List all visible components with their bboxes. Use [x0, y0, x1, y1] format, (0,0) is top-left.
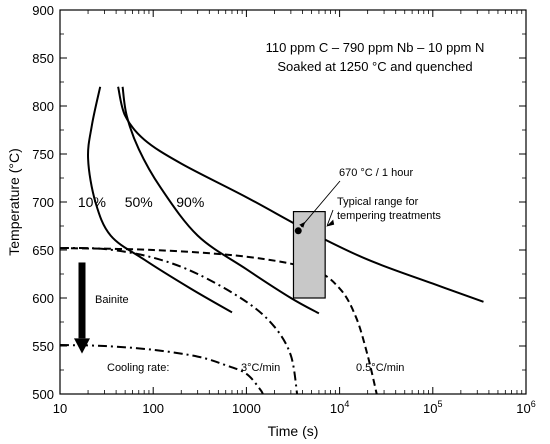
y-tick-label: 600	[32, 291, 54, 306]
y-tick-label: 650	[32, 243, 54, 258]
y-tick-label: 750	[32, 147, 54, 162]
bainite-label: Bainite	[95, 294, 129, 306]
y-tick-label: 500	[32, 387, 54, 402]
marker-leader-arrowhead	[299, 221, 306, 228]
y-axis-title: Temperature (°C)	[6, 148, 22, 256]
x-tick-label: 104	[330, 399, 349, 416]
x-tick-label: 10	[53, 401, 67, 416]
x-tick-labels: 10 100 1000 104 105 106	[53, 399, 536, 416]
rate-05-label: 0.5°C/min	[356, 362, 404, 374]
x-tick-label: 1000	[232, 401, 261, 416]
curve-label: 90%	[176, 194, 204, 210]
marker-label: 670 °C / 1 hour	[339, 167, 413, 179]
x-tick-label: 100	[142, 401, 164, 416]
axis-ticks	[59, 9, 527, 395]
y-tick-label: 550	[32, 339, 54, 354]
typical-range-label-line-1: Typical range for	[337, 196, 419, 208]
y-tick-labels: 500 550 600 650 700 750 800 850 900	[32, 3, 54, 402]
series-line-10	[87, 86, 233, 314]
x-axis-title: Time (s)	[268, 423, 319, 439]
series-line-90	[117, 86, 484, 303]
tempering-range-box	[292, 211, 326, 299]
y-tick-label: 850	[32, 51, 54, 66]
curve-label: 10%	[78, 194, 106, 210]
range-leader-line	[326, 209, 334, 226]
y-tick-label: 700	[32, 195, 54, 210]
curve-label: 50%	[125, 194, 153, 210]
x-tick-label: 106	[516, 399, 535, 416]
chart-title-line-2: Soaked at 1250 °C and quenched	[277, 59, 472, 74]
bainite-arrow-shaft	[78, 262, 86, 339]
marker-leader-line	[300, 180, 341, 228]
x-tick-label: 105	[423, 399, 442, 416]
series-line-bainite	[59, 344, 264, 395]
bainite-arrow-head	[74, 338, 90, 354]
chart-title-line-1: 110 ppm C – 790 ppm Nb – 10 ppm N	[266, 40, 485, 55]
y-tick-label: 900	[32, 3, 54, 18]
range-leader-arrowhead	[326, 219, 335, 227]
marker-dot	[294, 227, 302, 235]
typical-range-label-line-2: tempering treatments	[337, 210, 441, 222]
series-group: 10% 50% 90%	[59, 86, 484, 395]
rate-3-label: 3°C/min	[241, 362, 280, 374]
series-line-0-5-c-min	[59, 247, 378, 395]
y-tick-label: 800	[32, 99, 54, 114]
overlays-group	[74, 180, 341, 354]
cooling-rate-label: Cooling rate:	[107, 362, 169, 374]
